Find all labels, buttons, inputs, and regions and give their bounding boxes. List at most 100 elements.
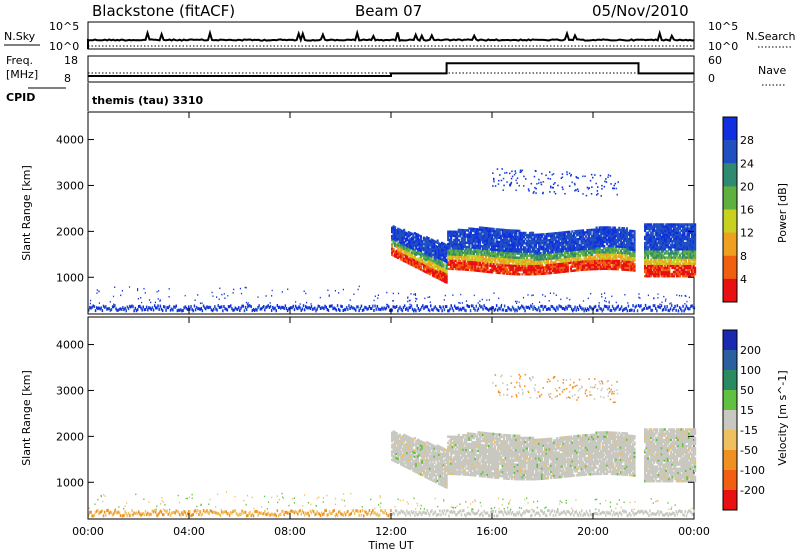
data-cell	[554, 250, 557, 254]
data-cell	[403, 257, 406, 261]
data-cell	[521, 231, 524, 235]
data-cell	[451, 249, 454, 252]
data-cell	[686, 270, 689, 274]
data-cell	[439, 276, 442, 279]
data-cell	[489, 242, 492, 245]
data-cell	[647, 266, 650, 270]
data-cell	[554, 265, 557, 268]
data-cell	[516, 309, 518, 313]
data-cell	[650, 260, 653, 263]
data-cell	[566, 253, 569, 256]
data-cell	[510, 231, 513, 234]
data-cell	[531, 303, 534, 305]
data-cell	[592, 234, 595, 238]
data-cell	[174, 305, 176, 309]
data-cell	[536, 266, 539, 269]
data-cell	[381, 306, 383, 310]
data-cell	[560, 262, 563, 265]
data-cell	[531, 268, 535, 272]
data-cell	[651, 225, 654, 228]
data-cell	[560, 237, 563, 241]
data-cell	[583, 512, 585, 516]
data-cell	[550, 245, 553, 248]
data-cell	[589, 249, 592, 252]
data-cell	[589, 305, 591, 309]
data-cell	[462, 257, 465, 261]
data-cell	[471, 266, 474, 270]
data-cell	[692, 256, 695, 259]
data-cell	[595, 259, 598, 262]
data-cell	[675, 262, 678, 265]
data-cell	[453, 234, 456, 238]
data-cell	[584, 235, 588, 238]
data-cell	[644, 252, 647, 255]
data-cell	[167, 306, 169, 310]
data-cell	[403, 259, 406, 263]
data-cell	[581, 239, 585, 243]
data-cell	[600, 226, 603, 229]
data-cell	[195, 305, 198, 309]
data-cell	[584, 256, 588, 259]
data-cell	[224, 297, 226, 299]
data-cell	[556, 242, 559, 245]
data-cell	[683, 229, 686, 232]
data-cell	[495, 255, 498, 258]
data-cell	[498, 249, 501, 252]
data-cell	[498, 179, 500, 182]
data-cell	[450, 236, 453, 240]
data-cell	[409, 303, 411, 306]
data-cell	[625, 233, 628, 236]
data-cell	[684, 241, 688, 245]
data-cell	[270, 308, 273, 312]
data-cell	[565, 266, 568, 269]
data-cell	[545, 264, 548, 267]
data-cell	[569, 267, 572, 271]
data-cell	[662, 227, 665, 230]
data-cell	[691, 275, 694, 278]
data-cell	[400, 245, 403, 249]
data-cell	[644, 258, 647, 261]
data-cell	[549, 512, 551, 516]
data-cell	[510, 308, 513, 312]
data-cell	[403, 249, 406, 252]
data-cell	[592, 263, 595, 267]
data-cell	[391, 251, 394, 254]
data-cell	[425, 236, 428, 239]
data-cell	[522, 231, 525, 235]
data-cell	[428, 309, 431, 313]
data-cell	[481, 228, 485, 232]
data-cell	[657, 256, 660, 259]
data-cell	[411, 307, 414, 311]
data-cell	[625, 306, 627, 310]
data-cell	[668, 239, 671, 243]
data-cell	[553, 252, 556, 256]
data-cell	[468, 231, 471, 234]
data-cell	[454, 253, 457, 256]
data-cell	[668, 270, 671, 274]
data-cell	[108, 307, 110, 311]
data-cell	[407, 308, 409, 312]
data-cell	[442, 265, 445, 268]
data-cell	[453, 304, 456, 308]
data-cell	[562, 247, 565, 251]
data-cell	[563, 262, 566, 265]
data-cell	[459, 255, 462, 259]
data-cell	[527, 250, 530, 253]
data-cell	[621, 231, 624, 234]
data-cell	[456, 234, 459, 238]
data-cell	[444, 274, 447, 277]
data-cell	[484, 258, 488, 261]
data-cell	[418, 267, 421, 270]
data-cell	[210, 308, 213, 312]
data-cell	[475, 248, 478, 252]
data-cell	[475, 228, 478, 231]
data-cell	[480, 263, 483, 267]
data-cell	[631, 252, 635, 256]
data-cell	[507, 306, 509, 309]
data-cell	[553, 257, 556, 260]
data-cell	[466, 235, 469, 238]
data-cell	[483, 233, 486, 236]
data-cell	[556, 234, 559, 237]
data-cell	[448, 249, 451, 252]
data-cell	[489, 239, 492, 243]
